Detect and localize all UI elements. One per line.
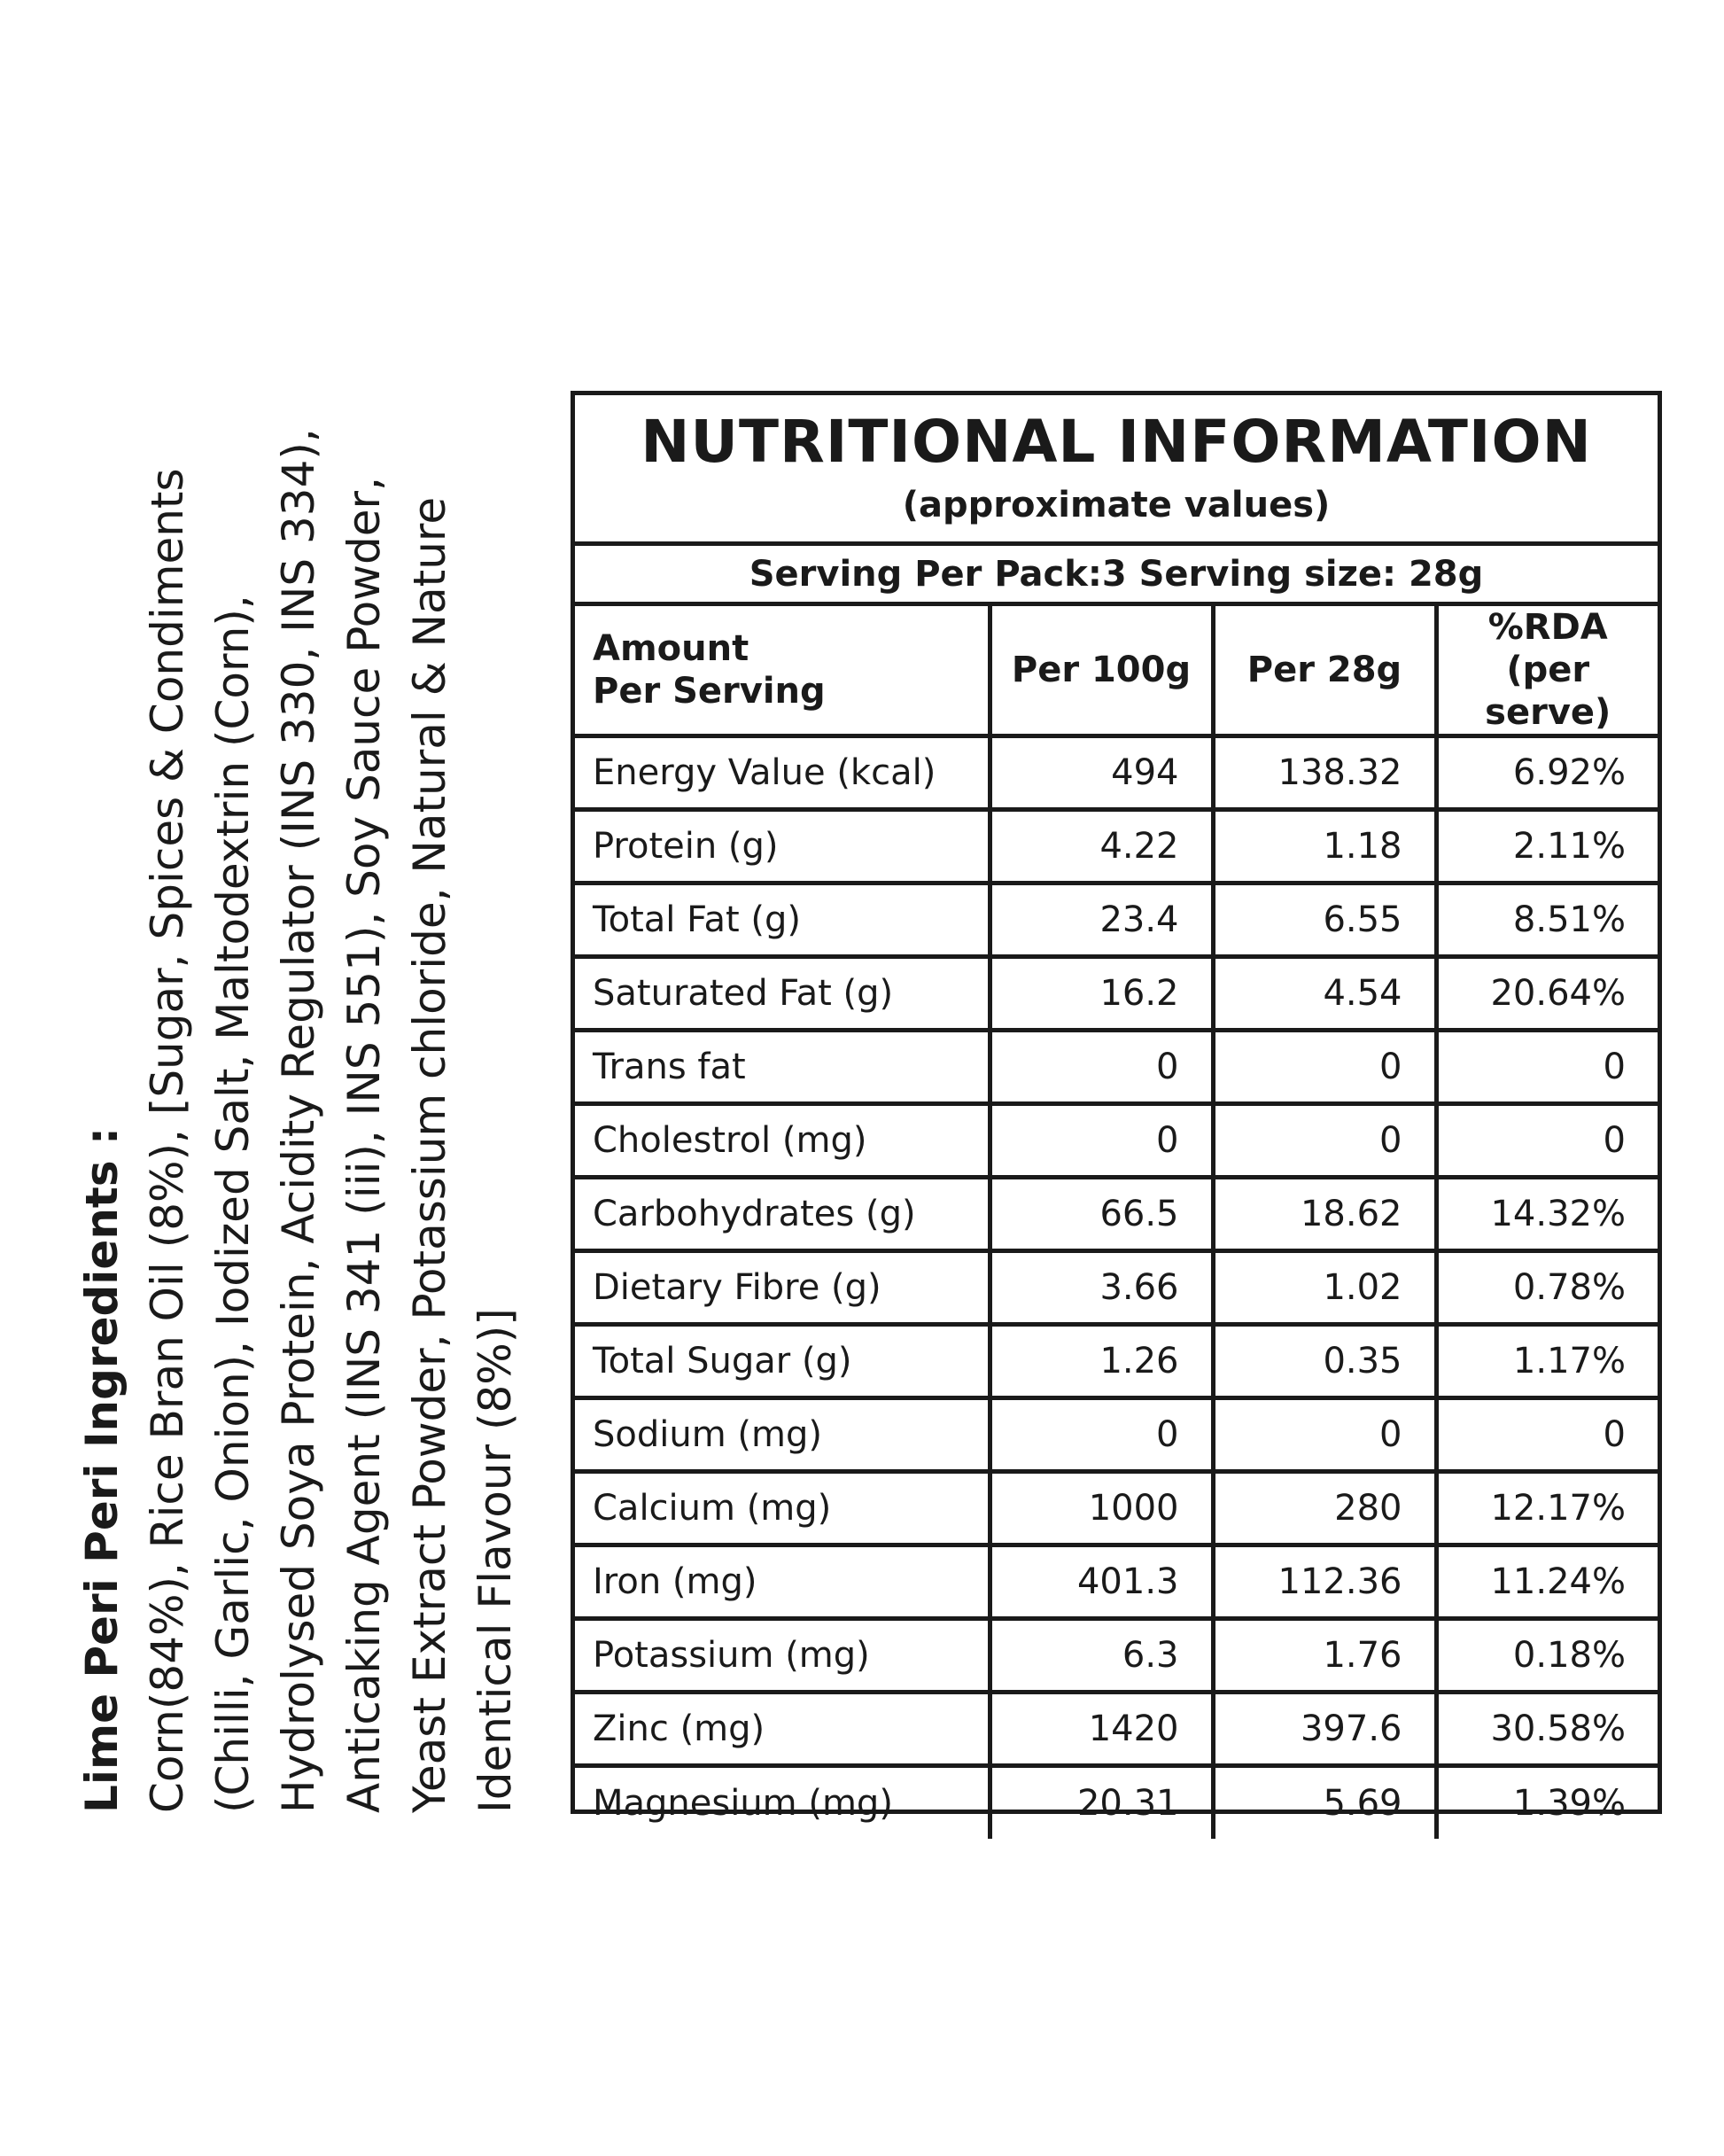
per28-value: 397.6 <box>1210 1690 1439 1768</box>
header-rda-line1: %RDA <box>1487 607 1608 648</box>
ingredients-block: Lime Peri Peri Ingredients : Corn(84%), … <box>69 342 601 1813</box>
nutrition-title: NUTRITIONAL INFORMATION <box>641 408 1592 476</box>
per28-value: 1.18 <box>1210 807 1439 885</box>
table-row: Iron (mg) 401.3 112.36 11.24% <box>575 1543 1658 1621</box>
header-rda-line2: (per serve) <box>1485 650 1611 733</box>
per100-value: 1000 <box>987 1469 1215 1547</box>
nutrient-name: Energy Value (kcal) <box>575 734 992 812</box>
rda-value: 0 <box>1433 1101 1658 1179</box>
per100-value: 0 <box>987 1101 1215 1179</box>
nutrition-header: NUTRITIONAL INFORMATION (approximate val… <box>575 395 1658 546</box>
nutrient-name: Zinc (mg) <box>575 1690 992 1768</box>
rda-value: 2.11% <box>1433 807 1658 885</box>
per100-value: 0 <box>987 1396 1215 1474</box>
per28-value: 5.69 <box>1210 1763 1439 1839</box>
rda-value: 0.78% <box>1433 1249 1658 1327</box>
nutrition-table: NUTRITIONAL INFORMATION (approximate val… <box>571 391 1662 1839</box>
per28-value: 0 <box>1210 1028 1439 1106</box>
per28-value: 6.55 <box>1210 881 1439 959</box>
per100-value: 16.2 <box>987 954 1215 1032</box>
per28-value: 112.36 <box>1210 1543 1439 1621</box>
nutrient-name: Carbohydrates (g) <box>575 1175 992 1253</box>
per100-value: 4.22 <box>987 807 1215 885</box>
per100-value: 66.5 <box>987 1175 1215 1253</box>
nutrient-name: Total Sugar (g) <box>575 1322 992 1400</box>
per100-value: 401.3 <box>987 1543 1215 1621</box>
rda-value: 14.32% <box>1433 1175 1658 1253</box>
serving-info: Serving Per Pack:3 Serving size: 28g <box>575 546 1658 606</box>
per28-value: 1.02 <box>1210 1249 1439 1327</box>
nutrient-name: Protein (g) <box>575 807 992 885</box>
table-row: Calcium (mg) 1000 280 12.17% <box>575 1469 1658 1547</box>
nutrition-rows: Energy Value (kcal) 494 138.32 6.92% Protein… <box>575 734 1658 1839</box>
per100-value: 6.3 <box>987 1616 1215 1694</box>
per28-value: 280 <box>1210 1469 1439 1547</box>
per28-value: 1.76 <box>1210 1616 1439 1694</box>
rda-value: 1.39% <box>1433 1763 1658 1839</box>
nutrient-name: Magnesium (mg) <box>575 1763 992 1839</box>
nutrient-name: Cholestrol (mg) <box>575 1101 992 1179</box>
per100-value: 1420 <box>987 1690 1215 1768</box>
table-row: Dietary Fibre (g) 3.66 1.02 0.78% <box>575 1249 1658 1327</box>
per28-value: 0 <box>1210 1101 1439 1179</box>
per28-value: 18.62 <box>1210 1175 1439 1253</box>
rda-value: 12.17% <box>1433 1469 1658 1547</box>
nutrition-grid: Amount Per Serving Per 100g Per 28g %RDA… <box>575 606 1658 1839</box>
nutrient-name: Trans fat <box>575 1028 992 1106</box>
nutrient-name: Sodium (mg) <box>575 1396 992 1474</box>
table-row: Sodium (mg) 0 0 0 <box>575 1396 1658 1474</box>
per100-value: 20.31 <box>987 1763 1215 1839</box>
table-row: Cholestrol (mg) 0 0 0 <box>575 1101 1658 1179</box>
rda-value: 20.64% <box>1433 954 1658 1032</box>
rda-value: 0 <box>1433 1396 1658 1474</box>
ingredients-text: Corn(84%), Rice Bran Oil (8%), [Sugar, S… <box>142 428 521 1813</box>
table-row: Zinc (mg) 1420 397.6 30.58% <box>575 1690 1658 1768</box>
rda-value: 30.58% <box>1433 1690 1658 1768</box>
header-per100: Per 100g <box>987 606 1215 738</box>
table-row: Total Fat (g) 23.4 6.55 8.51% <box>575 881 1658 959</box>
nutrient-name: Saturated Fat (g) <box>575 954 992 1032</box>
per100-value: 0 <box>987 1028 1215 1106</box>
per28-value: 0 <box>1210 1396 1439 1474</box>
nutrient-name: Iron (mg) <box>575 1543 992 1621</box>
header-amount: Amount Per Serving <box>575 606 992 738</box>
rda-value: 8.51% <box>1433 881 1658 959</box>
header-amount-line2: Per Serving <box>593 671 826 712</box>
table-row: Energy Value (kcal) 494 138.32 6.92% <box>575 734 1658 812</box>
nutrient-name: Dietary Fibre (g) <box>575 1249 992 1327</box>
rda-value: 1.17% <box>1433 1322 1658 1400</box>
per100-value: 494 <box>987 734 1215 812</box>
rda-value: 6.92% <box>1433 734 1658 812</box>
table-row: Total Sugar (g) 1.26 0.35 1.17% <box>575 1322 1658 1400</box>
header-rda: %RDA (per serve) <box>1433 606 1658 738</box>
per28-value: 4.54 <box>1210 954 1439 1032</box>
per100-value: 3.66 <box>987 1249 1215 1327</box>
rda-value: 0.18% <box>1433 1616 1658 1694</box>
nutrient-name: Calcium (mg) <box>575 1469 992 1547</box>
table-row: Protein (g) 4.22 1.18 2.11% <box>575 807 1658 885</box>
header-per28: Per 28g <box>1210 606 1439 738</box>
nutrient-name: Total Fat (g) <box>575 881 992 959</box>
ingredients-title: Lime Peri Peri Ingredients : <box>76 1127 128 1813</box>
per100-value: 1.26 <box>987 1322 1215 1400</box>
table-row: Saturated Fat (g) 16.2 4.54 20.64% <box>575 954 1658 1032</box>
rda-value: 0 <box>1433 1028 1658 1106</box>
table-row: Carbohydrates (g) 66.5 18.62 14.32% <box>575 1175 1658 1253</box>
nutrition-subtitle: (approximate values) <box>902 485 1331 525</box>
nutrient-name: Potassium (mg) <box>575 1616 992 1694</box>
per28-value: 0.35 <box>1210 1322 1439 1400</box>
table-row: Potassium (mg) 6.3 1.76 0.18% <box>575 1616 1658 1694</box>
table-row: Trans fat 0 0 0 <box>575 1028 1658 1106</box>
header-amount-line1: Amount <box>593 628 749 669</box>
column-header-row: Amount Per Serving Per 100g Per 28g %RDA… <box>575 606 1658 738</box>
per28-value: 138.32 <box>1210 734 1439 812</box>
table-row: Magnesium (mg) 20.31 5.69 1.39% <box>575 1763 1658 1839</box>
rda-value: 11.24% <box>1433 1543 1658 1621</box>
per100-value: 23.4 <box>987 881 1215 959</box>
